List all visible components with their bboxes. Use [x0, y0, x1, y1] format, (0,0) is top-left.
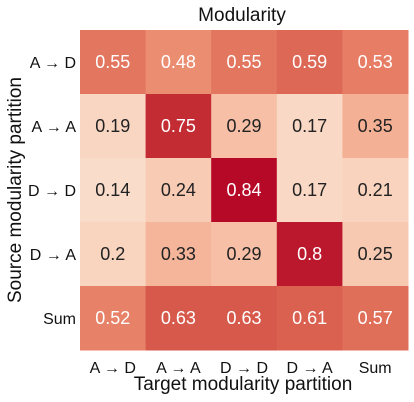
cell-value-label: 0.14 [95, 180, 130, 200]
heatmap-cell [211, 30, 278, 95]
x-axis-label: Target modularity partition [134, 374, 353, 395]
cell-value-label: 0.63 [161, 308, 196, 328]
heatmap-cell [342, 30, 409, 95]
heatmap-cell [211, 94, 278, 159]
heatmap-cell [80, 30, 147, 95]
cell-value-label: 0.17 [292, 180, 327, 200]
heatmap-cell [211, 286, 278, 351]
y-tick-label: D → D [28, 183, 76, 200]
heatmap-cell [80, 222, 147, 287]
heatmap-cell [276, 94, 343, 159]
cell-value-label: 0.55 [95, 52, 130, 72]
x-tick-labels: A → D A → A D → D D → A Sum [90, 360, 392, 377]
cell-value-label: 0.59 [292, 52, 327, 72]
heatmap-cell [276, 222, 343, 287]
heatmap-cell [342, 222, 409, 287]
cell-value-label: 0.35 [358, 116, 393, 136]
cell-value-label: 0.29 [226, 116, 261, 136]
cell-value-label: 0.21 [358, 180, 393, 200]
cell-value-label: 0.84 [226, 180, 261, 200]
x-tick-label: D → A [286, 360, 333, 377]
heatmap-cell [342, 286, 409, 351]
y-tick-label: D → A [30, 247, 77, 264]
cell-value-label: 0.48 [161, 52, 196, 72]
cell-value-label: 0.24 [161, 180, 196, 200]
y-tick-labels: A → D A → A D → D D → A Sum [28, 55, 76, 328]
chart-title: Modularity [198, 5, 286, 26]
cell-value-label: 0.8 [297, 244, 322, 264]
y-tick-label: A → D [30, 55, 76, 72]
cell-value-label: 0.61 [292, 308, 327, 328]
heatmap-cell [342, 158, 409, 223]
heatmap-cell [80, 286, 147, 351]
heatmap-cell [211, 222, 278, 287]
x-tick-label: A → A [156, 360, 201, 377]
heatmap-cell [276, 158, 343, 223]
cell-value-label: 0.2 [100, 244, 125, 264]
heatmap-cell [276, 286, 343, 351]
y-tick-label: A → A [32, 119, 77, 136]
heatmap-cell [80, 94, 147, 159]
cell-value-label: 0.33 [161, 244, 196, 264]
cell-value-label: 0.52 [95, 308, 130, 328]
cell-value-label: 0.29 [226, 244, 261, 264]
y-axis-label: Source modularity partition [5, 77, 26, 303]
heatmap-cell [342, 94, 409, 159]
x-tick-label: A → D [90, 360, 136, 377]
cell-value-label: 0.19 [95, 116, 130, 136]
cell-value-label: 0.17 [292, 116, 327, 136]
heatmap-cell [145, 94, 212, 159]
heatmap-cells: 0.55 0.48 0.55 0.59 0.53 0.19 0.75 0.29 0.17 0.35… [80, 30, 409, 351]
cell-value-label: 0.57 [358, 308, 393, 328]
y-tick-label: Sum [43, 311, 76, 328]
cell-value-label: 0.55 [226, 52, 261, 72]
heatmap-cell [145, 158, 212, 223]
heatmap-cell [145, 30, 212, 95]
heatmap-cell [211, 158, 278, 223]
x-tick-label: Sum [359, 360, 392, 377]
heatmap-cell [145, 286, 212, 351]
heatmap-cell [276, 30, 343, 95]
cell-value-label: 0.63 [226, 308, 261, 328]
x-tick-label: D → D [220, 360, 268, 377]
cell-value-label: 0.53 [358, 52, 393, 72]
heatmap-cell [145, 222, 212, 287]
cell-value-label: 0.25 [358, 244, 393, 264]
cell-value-label: 0.75 [161, 116, 196, 136]
heatmap-cell [80, 158, 147, 223]
